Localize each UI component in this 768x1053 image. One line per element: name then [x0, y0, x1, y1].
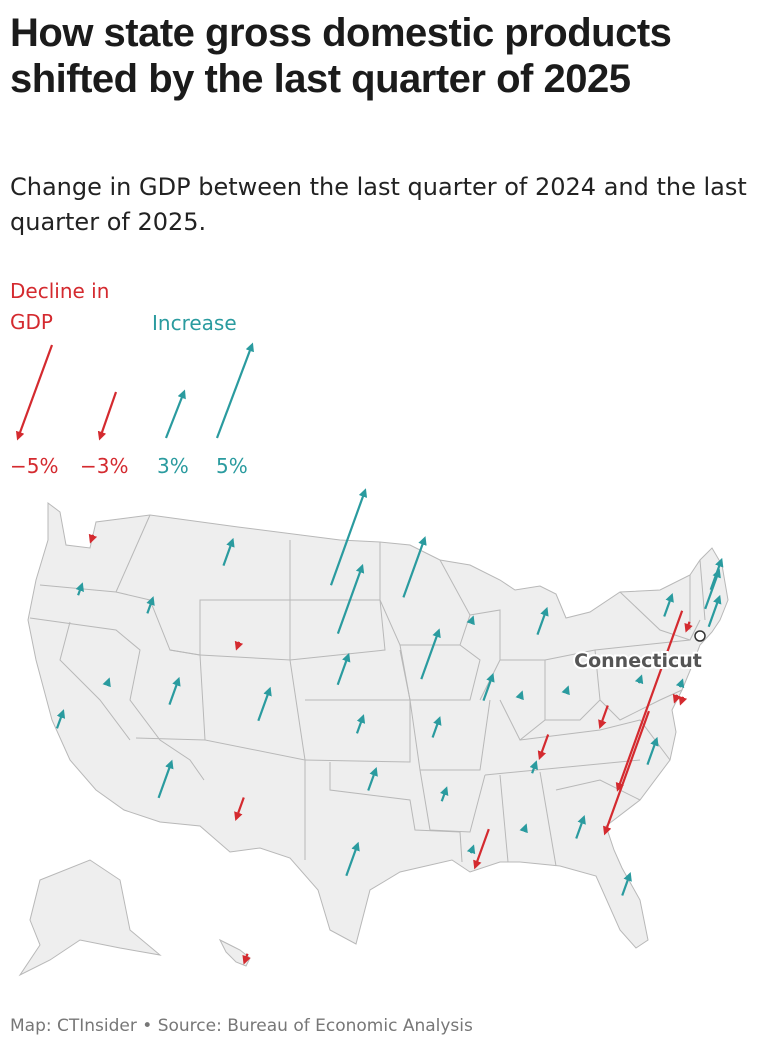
arrow-florida [621, 872, 632, 896]
arrow-minnesota [402, 536, 427, 598]
arrow-delaware [678, 695, 688, 706]
legend-arrow-minus5 [15, 344, 54, 441]
page-subtitle: Change in GDP between the last quarter o… [10, 173, 747, 236]
arrow-kentucky [537, 734, 550, 761]
legend-key-minus3: −3% [80, 454, 129, 478]
arrow-south-carolina [603, 710, 650, 836]
arrow-illinois [482, 672, 495, 701]
arrow-nebraska [336, 652, 351, 686]
state-arrows [55, 488, 724, 965]
arrow-west-virginia [598, 705, 609, 729]
page-title: How state gross domestic products shifte… [10, 11, 672, 101]
arrow-vermont [684, 621, 693, 633]
state-borders [29, 514, 706, 867]
arrow-wyoming [234, 640, 244, 651]
legend-arrow-plus3 [164, 389, 186, 439]
arrow-indiana [515, 690, 524, 701]
arrow-missouri [431, 716, 442, 738]
arrow-michigan [536, 606, 549, 635]
arrow-virginia [615, 610, 684, 792]
legend-decline-label: Decline in GDP [10, 279, 110, 334]
legend-arrows [15, 342, 254, 441]
arrow-ohio [561, 685, 570, 696]
arrow-new-mexico [234, 797, 245, 821]
arrow-oregon [75, 582, 84, 596]
arrow-new-hampshire [704, 568, 721, 610]
arrow-washington [88, 533, 98, 544]
legend-increase-label: Increase [152, 311, 237, 335]
map-land [18, 502, 729, 977]
arrow-nevada [102, 677, 111, 688]
arrow-north-dakota [329, 488, 368, 586]
arrow-utah [168, 676, 181, 705]
arrow-idaho [146, 596, 155, 614]
arrow-hawaii [242, 953, 251, 965]
arrow-wisconsin [466, 615, 475, 626]
alaska-shape [18, 859, 162, 977]
arrow-arizona [157, 759, 174, 799]
arrow-iowa [420, 628, 441, 680]
connecticut-label: Connecticut [574, 650, 702, 672]
legend-key-plus3: 3% [157, 454, 189, 478]
arrow-louisiana [473, 828, 490, 870]
arrow-new-york [663, 593, 674, 617]
arrow-alabama [519, 823, 528, 834]
legend-arrow-minus3 [97, 391, 118, 441]
legend-key-minus5: −5% [10, 454, 59, 478]
connecticut-marker [694, 630, 706, 642]
arrow-texas [345, 841, 360, 877]
arrow-maine [709, 557, 724, 591]
arrow-massachusetts [707, 594, 722, 628]
contiguous-us-shape [27, 502, 729, 949]
arrow-south-dakota [336, 563, 365, 634]
arrow-new-jersey [675, 678, 685, 689]
arrow-california [55, 709, 66, 729]
legend-key-plus5: 5% [216, 454, 248, 478]
arrow-oklahoma [367, 767, 378, 791]
arrow-kansas [355, 714, 366, 734]
arrow-georgia [575, 815, 586, 839]
arrow-maryland [672, 693, 682, 704]
arrow-pennsylvania [634, 674, 644, 685]
arrow-north-carolina [646, 736, 659, 765]
arrow-tennessee [529, 760, 538, 774]
source-footer: Map: CTInsider • Source: Bureau of Econo… [10, 1016, 473, 1036]
legend-arrow-plus5 [215, 342, 254, 439]
arrow-montana [222, 537, 235, 566]
arrow-colorado [257, 686, 272, 722]
arrow-arkansas [440, 786, 449, 802]
arrow-mississippi [466, 844, 476, 855]
